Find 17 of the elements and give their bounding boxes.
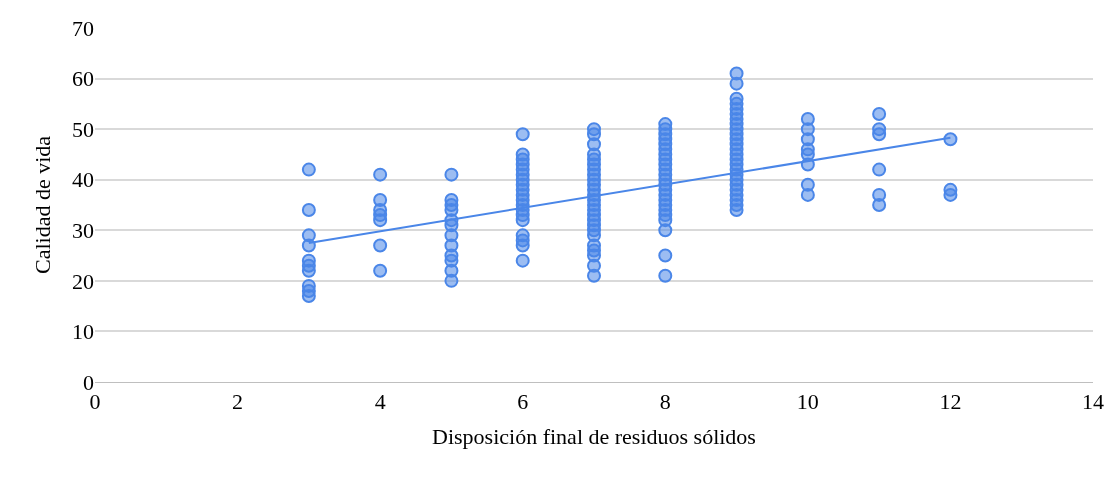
x-tick-label: 4 xyxy=(374,389,386,415)
x-axis-title: Disposición final de residuos sólidos xyxy=(432,424,756,450)
x-tick-label: 8 xyxy=(659,389,671,415)
y-axis-title: Calidad de vida xyxy=(29,135,55,275)
x-tick-label: 6 xyxy=(517,389,529,415)
x-tick-label: 2 xyxy=(232,389,244,415)
y-tick-label: 0 xyxy=(83,369,94,395)
x-tick-label: 14 xyxy=(1082,389,1104,415)
y-tick-label: 50 xyxy=(72,116,94,142)
x-tick-label: 10 xyxy=(796,389,819,415)
x-tick-label: 12 xyxy=(939,389,962,415)
y-tick-label: 70 xyxy=(72,15,94,41)
y-tick-label: 30 xyxy=(72,217,94,243)
y-tick-label: 40 xyxy=(72,167,94,193)
y-tick-label: 20 xyxy=(72,268,94,294)
y-tick-label: 60 xyxy=(72,66,94,92)
y-tick-label: 10 xyxy=(72,319,94,345)
